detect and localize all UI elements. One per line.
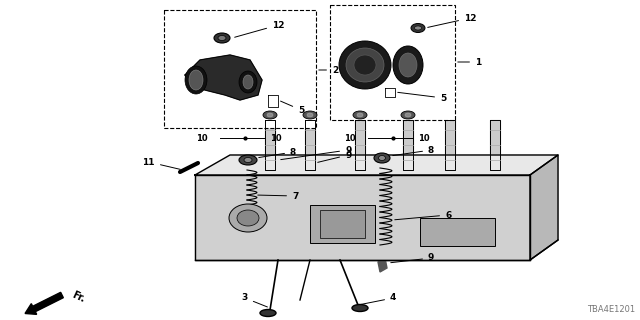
Text: 7: 7 <box>258 191 298 201</box>
Text: 12: 12 <box>428 13 477 28</box>
Polygon shape <box>268 95 278 107</box>
Ellipse shape <box>346 48 384 82</box>
Polygon shape <box>185 55 262 100</box>
Bar <box>320 210 365 238</box>
Ellipse shape <box>353 111 367 119</box>
Text: 9: 9 <box>281 146 351 160</box>
Ellipse shape <box>263 111 277 119</box>
Text: 10: 10 <box>270 133 282 142</box>
Ellipse shape <box>415 26 422 30</box>
Text: 5: 5 <box>398 92 446 102</box>
Text: 2: 2 <box>319 66 339 75</box>
Text: 8: 8 <box>393 146 435 156</box>
Ellipse shape <box>239 71 257 93</box>
Ellipse shape <box>229 204 267 232</box>
Ellipse shape <box>243 75 253 89</box>
Text: 1: 1 <box>458 58 481 67</box>
Bar <box>330 5 455 120</box>
Text: 3: 3 <box>242 293 268 307</box>
Ellipse shape <box>237 210 259 226</box>
Polygon shape <box>445 120 455 170</box>
Polygon shape <box>385 88 395 97</box>
Polygon shape <box>355 120 365 170</box>
Polygon shape <box>195 175 530 260</box>
Ellipse shape <box>357 113 363 117</box>
Text: 5: 5 <box>280 101 304 115</box>
Ellipse shape <box>260 309 276 316</box>
Ellipse shape <box>339 41 391 89</box>
Polygon shape <box>300 158 312 173</box>
Ellipse shape <box>393 46 423 84</box>
Polygon shape <box>530 155 558 260</box>
Ellipse shape <box>354 55 376 75</box>
Polygon shape <box>305 120 315 170</box>
Text: TBA4E1201: TBA4E1201 <box>587 305 635 314</box>
Ellipse shape <box>244 157 252 163</box>
Text: 8: 8 <box>259 148 296 157</box>
Ellipse shape <box>411 23 425 33</box>
Polygon shape <box>378 258 387 272</box>
Ellipse shape <box>307 113 313 117</box>
Text: 6: 6 <box>395 211 451 220</box>
Text: 4: 4 <box>361 293 396 304</box>
Text: 9: 9 <box>391 253 435 263</box>
Ellipse shape <box>185 66 207 94</box>
Ellipse shape <box>405 113 411 117</box>
Ellipse shape <box>239 155 257 165</box>
Bar <box>310 205 375 243</box>
Text: 10: 10 <box>196 133 208 142</box>
Text: 11: 11 <box>143 157 180 169</box>
Ellipse shape <box>214 33 230 43</box>
Bar <box>164 10 316 128</box>
Ellipse shape <box>374 153 390 163</box>
Text: Fr.: Fr. <box>70 290 86 305</box>
Polygon shape <box>195 155 558 175</box>
Ellipse shape <box>399 53 417 77</box>
Ellipse shape <box>401 111 415 119</box>
Polygon shape <box>490 120 500 170</box>
FancyArrow shape <box>25 292 63 314</box>
Text: 12: 12 <box>235 20 285 37</box>
Text: 10: 10 <box>344 133 356 142</box>
Ellipse shape <box>352 305 368 311</box>
Text: 9: 9 <box>317 150 351 162</box>
Ellipse shape <box>303 111 317 119</box>
Ellipse shape <box>378 156 385 161</box>
Ellipse shape <box>218 36 226 41</box>
Ellipse shape <box>267 113 273 117</box>
Polygon shape <box>403 120 413 170</box>
Text: 10: 10 <box>418 133 429 142</box>
Bar <box>420 218 495 246</box>
Ellipse shape <box>189 70 203 90</box>
Polygon shape <box>265 120 275 170</box>
